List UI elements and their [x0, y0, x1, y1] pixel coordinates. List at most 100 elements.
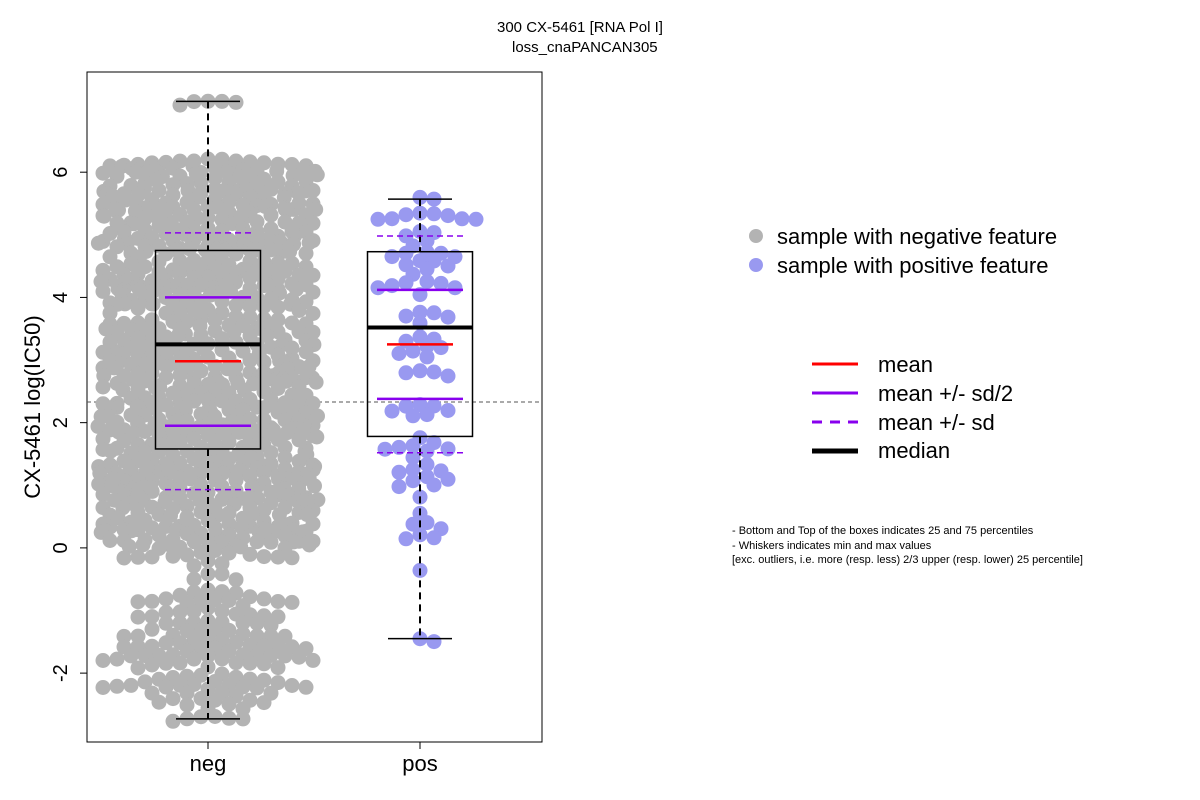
data-point [95, 196, 111, 212]
data-point [270, 660, 286, 676]
note-line-3: [exc. outliers, i.e. more (resp. less) 2… [732, 554, 1083, 566]
data-point [128, 164, 144, 180]
data-point [284, 550, 300, 566]
data-point [144, 593, 160, 609]
data-point [130, 594, 146, 610]
data-point [370, 280, 386, 296]
data-point [440, 471, 456, 487]
data-point [282, 244, 298, 260]
data-point [95, 283, 111, 299]
data-point [95, 431, 111, 447]
legend-label-mean-half-sd: mean +/- sd/2 [878, 381, 1014, 406]
data-point [263, 617, 279, 633]
data-point [186, 651, 202, 667]
data-point [221, 516, 237, 532]
data-point [440, 368, 456, 384]
data-point [186, 571, 202, 587]
data-point [398, 245, 414, 261]
data-point [271, 507, 287, 523]
legend-label-mean-sd: mean +/- sd [878, 410, 995, 435]
legend-label-mean: mean [878, 352, 934, 377]
legend-label-positive: sample with positive feature [777, 253, 1049, 278]
data-point [405, 408, 421, 424]
data-point [426, 530, 442, 546]
data-point [284, 678, 300, 693]
data-point [270, 299, 286, 315]
data-point [214, 603, 230, 619]
data-point [256, 656, 272, 672]
data-point [412, 189, 428, 205]
data-point [249, 615, 265, 631]
data-point [172, 97, 188, 113]
data-point [137, 211, 153, 227]
data-point [96, 208, 112, 224]
data-point [200, 210, 216, 226]
data-point [270, 675, 286, 691]
data-point [207, 170, 223, 186]
data-point [207, 160, 223, 176]
data-point [405, 449, 421, 465]
data-point [426, 206, 442, 222]
data-point [291, 303, 307, 318]
data-point [221, 696, 237, 712]
data-point [95, 165, 111, 181]
data-point [102, 533, 118, 548]
data-point [235, 711, 251, 727]
data-point [214, 331, 230, 347]
y-tick-label: 6 [50, 167, 72, 178]
data-point [144, 549, 160, 565]
data-point [95, 653, 111, 668]
data-point [193, 709, 209, 725]
data-point [377, 441, 393, 457]
data-point [172, 604, 188, 620]
data-point [391, 346, 407, 361]
data-point [130, 549, 146, 565]
data-point [191, 189, 207, 205]
data-point [426, 305, 442, 321]
box-iqr [154, 249, 262, 450]
data-point [284, 340, 300, 356]
data-point [270, 594, 286, 609]
data-point [151, 694, 167, 710]
data-point [296, 493, 312, 509]
data-point [95, 379, 111, 395]
x-tick-label-neg: neg [190, 751, 227, 776]
data-point [270, 381, 286, 396]
data-point [307, 478, 322, 494]
data-point [298, 245, 314, 261]
data-point [95, 486, 111, 502]
data-point [419, 457, 435, 472]
data-point [256, 465, 272, 481]
data-point [305, 652, 321, 668]
data-point [440, 208, 456, 224]
data-point [309, 167, 325, 183]
data-point [235, 615, 251, 631]
data-point [277, 450, 293, 466]
data-point [151, 527, 167, 543]
data-point [440, 403, 456, 418]
data-point [180, 183, 196, 199]
data-point [405, 462, 421, 477]
data-point [405, 438, 421, 454]
data-point [130, 628, 146, 644]
data-point [412, 363, 428, 379]
data-point [277, 439, 293, 455]
data-point [137, 674, 153, 690]
data-point [179, 697, 195, 713]
data-point [440, 309, 456, 325]
data-point [172, 367, 188, 383]
data-point [165, 177, 181, 193]
data-point [419, 338, 435, 354]
data-point [158, 679, 174, 695]
data-point [96, 368, 112, 384]
data-point [242, 270, 258, 286]
data-point [109, 651, 125, 667]
data-point [172, 655, 188, 671]
data-point [158, 615, 174, 631]
box-iqr [366, 250, 474, 438]
data-point [103, 443, 119, 459]
data-point [158, 635, 174, 651]
data-point [309, 429, 325, 445]
data-point [391, 464, 407, 480]
